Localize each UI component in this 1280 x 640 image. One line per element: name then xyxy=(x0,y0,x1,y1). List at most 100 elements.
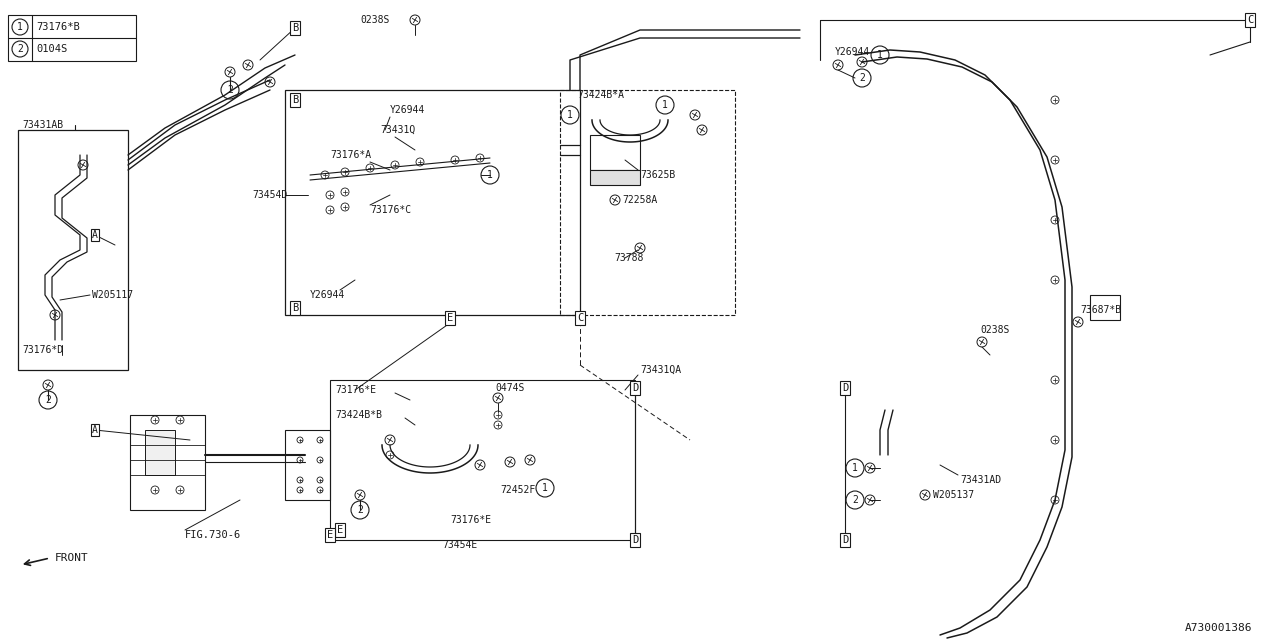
Circle shape xyxy=(1051,496,1059,504)
Circle shape xyxy=(1051,376,1059,384)
Text: 2: 2 xyxy=(357,505,364,515)
Text: 1: 1 xyxy=(852,463,858,473)
Circle shape xyxy=(977,337,987,347)
Text: 73625B: 73625B xyxy=(640,170,676,180)
Text: 2: 2 xyxy=(17,44,23,54)
Text: FIG.730-6: FIG.730-6 xyxy=(186,530,241,540)
Circle shape xyxy=(38,391,58,409)
Text: 1: 1 xyxy=(877,50,883,60)
Text: 0104S: 0104S xyxy=(36,44,68,54)
Bar xyxy=(145,430,175,475)
Bar xyxy=(1091,295,1120,320)
Circle shape xyxy=(870,46,890,64)
Circle shape xyxy=(1051,436,1059,444)
Circle shape xyxy=(1051,96,1059,104)
Circle shape xyxy=(525,455,535,465)
Circle shape xyxy=(317,457,323,463)
Text: 72258A: 72258A xyxy=(622,195,657,205)
Circle shape xyxy=(151,416,159,424)
Circle shape xyxy=(690,110,700,120)
Circle shape xyxy=(416,158,424,166)
Circle shape xyxy=(846,459,864,477)
Text: D: D xyxy=(842,383,849,393)
Circle shape xyxy=(506,457,515,467)
Circle shape xyxy=(858,57,867,67)
Text: 1: 1 xyxy=(662,100,668,110)
Circle shape xyxy=(225,67,236,77)
Text: 73454E: 73454E xyxy=(443,540,477,550)
Text: 73431Q: 73431Q xyxy=(380,125,415,135)
Text: A730001386: A730001386 xyxy=(1185,623,1253,633)
Bar xyxy=(285,90,580,315)
Text: D: D xyxy=(632,383,639,393)
Text: A: A xyxy=(92,425,99,435)
Circle shape xyxy=(475,460,485,470)
Text: 73176*E: 73176*E xyxy=(451,515,492,525)
Text: 73431AD: 73431AD xyxy=(960,475,1001,485)
Text: 1: 1 xyxy=(541,483,548,493)
Circle shape xyxy=(317,437,323,443)
Circle shape xyxy=(494,411,502,419)
Circle shape xyxy=(494,421,502,429)
Bar xyxy=(561,90,735,315)
Text: C: C xyxy=(577,313,584,323)
Text: 73424B*A: 73424B*A xyxy=(577,90,625,100)
Text: 1: 1 xyxy=(567,110,573,120)
Circle shape xyxy=(221,81,239,99)
Circle shape xyxy=(1051,216,1059,224)
Text: 73424B*B: 73424B*B xyxy=(335,410,381,420)
Circle shape xyxy=(12,41,28,57)
Circle shape xyxy=(297,477,303,483)
Text: 73176*E: 73176*E xyxy=(335,385,376,395)
Text: 73176*A: 73176*A xyxy=(330,150,371,160)
Circle shape xyxy=(657,96,675,114)
Circle shape xyxy=(326,206,334,214)
Circle shape xyxy=(1051,276,1059,284)
Circle shape xyxy=(355,490,365,500)
Circle shape xyxy=(340,203,349,211)
Circle shape xyxy=(317,487,323,493)
Circle shape xyxy=(852,69,870,87)
Bar xyxy=(330,380,635,540)
Text: E: E xyxy=(337,525,343,535)
Text: Y26944: Y26944 xyxy=(390,105,425,115)
Text: 0238S: 0238S xyxy=(360,15,389,25)
Circle shape xyxy=(177,486,184,494)
Circle shape xyxy=(698,125,707,135)
Text: Y26944: Y26944 xyxy=(310,290,346,300)
Text: 2: 2 xyxy=(852,495,858,505)
Circle shape xyxy=(451,156,460,164)
Circle shape xyxy=(846,491,864,509)
Text: 2: 2 xyxy=(45,395,51,405)
Text: Y26944: Y26944 xyxy=(835,47,870,57)
Circle shape xyxy=(351,501,369,519)
Circle shape xyxy=(385,435,396,445)
Circle shape xyxy=(865,495,876,505)
Text: 2: 2 xyxy=(859,73,865,83)
Bar xyxy=(18,130,128,370)
Circle shape xyxy=(243,60,253,70)
Text: 1: 1 xyxy=(17,22,23,32)
Circle shape xyxy=(78,160,88,170)
Circle shape xyxy=(1051,156,1059,164)
Circle shape xyxy=(177,416,184,424)
Circle shape xyxy=(50,310,60,320)
Circle shape xyxy=(297,457,303,463)
Circle shape xyxy=(297,487,303,493)
Text: 73431QA: 73431QA xyxy=(640,365,681,375)
Circle shape xyxy=(326,191,334,199)
Circle shape xyxy=(536,479,554,497)
Text: B: B xyxy=(292,95,298,105)
Bar xyxy=(131,415,205,510)
Text: B: B xyxy=(292,303,298,313)
Text: 73176*C: 73176*C xyxy=(370,205,411,215)
Text: C: C xyxy=(1247,15,1253,25)
Text: FRONT: FRONT xyxy=(55,553,88,563)
Text: 73687*B: 73687*B xyxy=(1080,305,1121,315)
Text: B: B xyxy=(292,23,298,33)
Circle shape xyxy=(317,477,323,483)
Circle shape xyxy=(476,154,484,162)
Bar xyxy=(590,135,640,170)
Text: 73431AB: 73431AB xyxy=(22,120,63,130)
Text: 73176*D: 73176*D xyxy=(22,345,63,355)
